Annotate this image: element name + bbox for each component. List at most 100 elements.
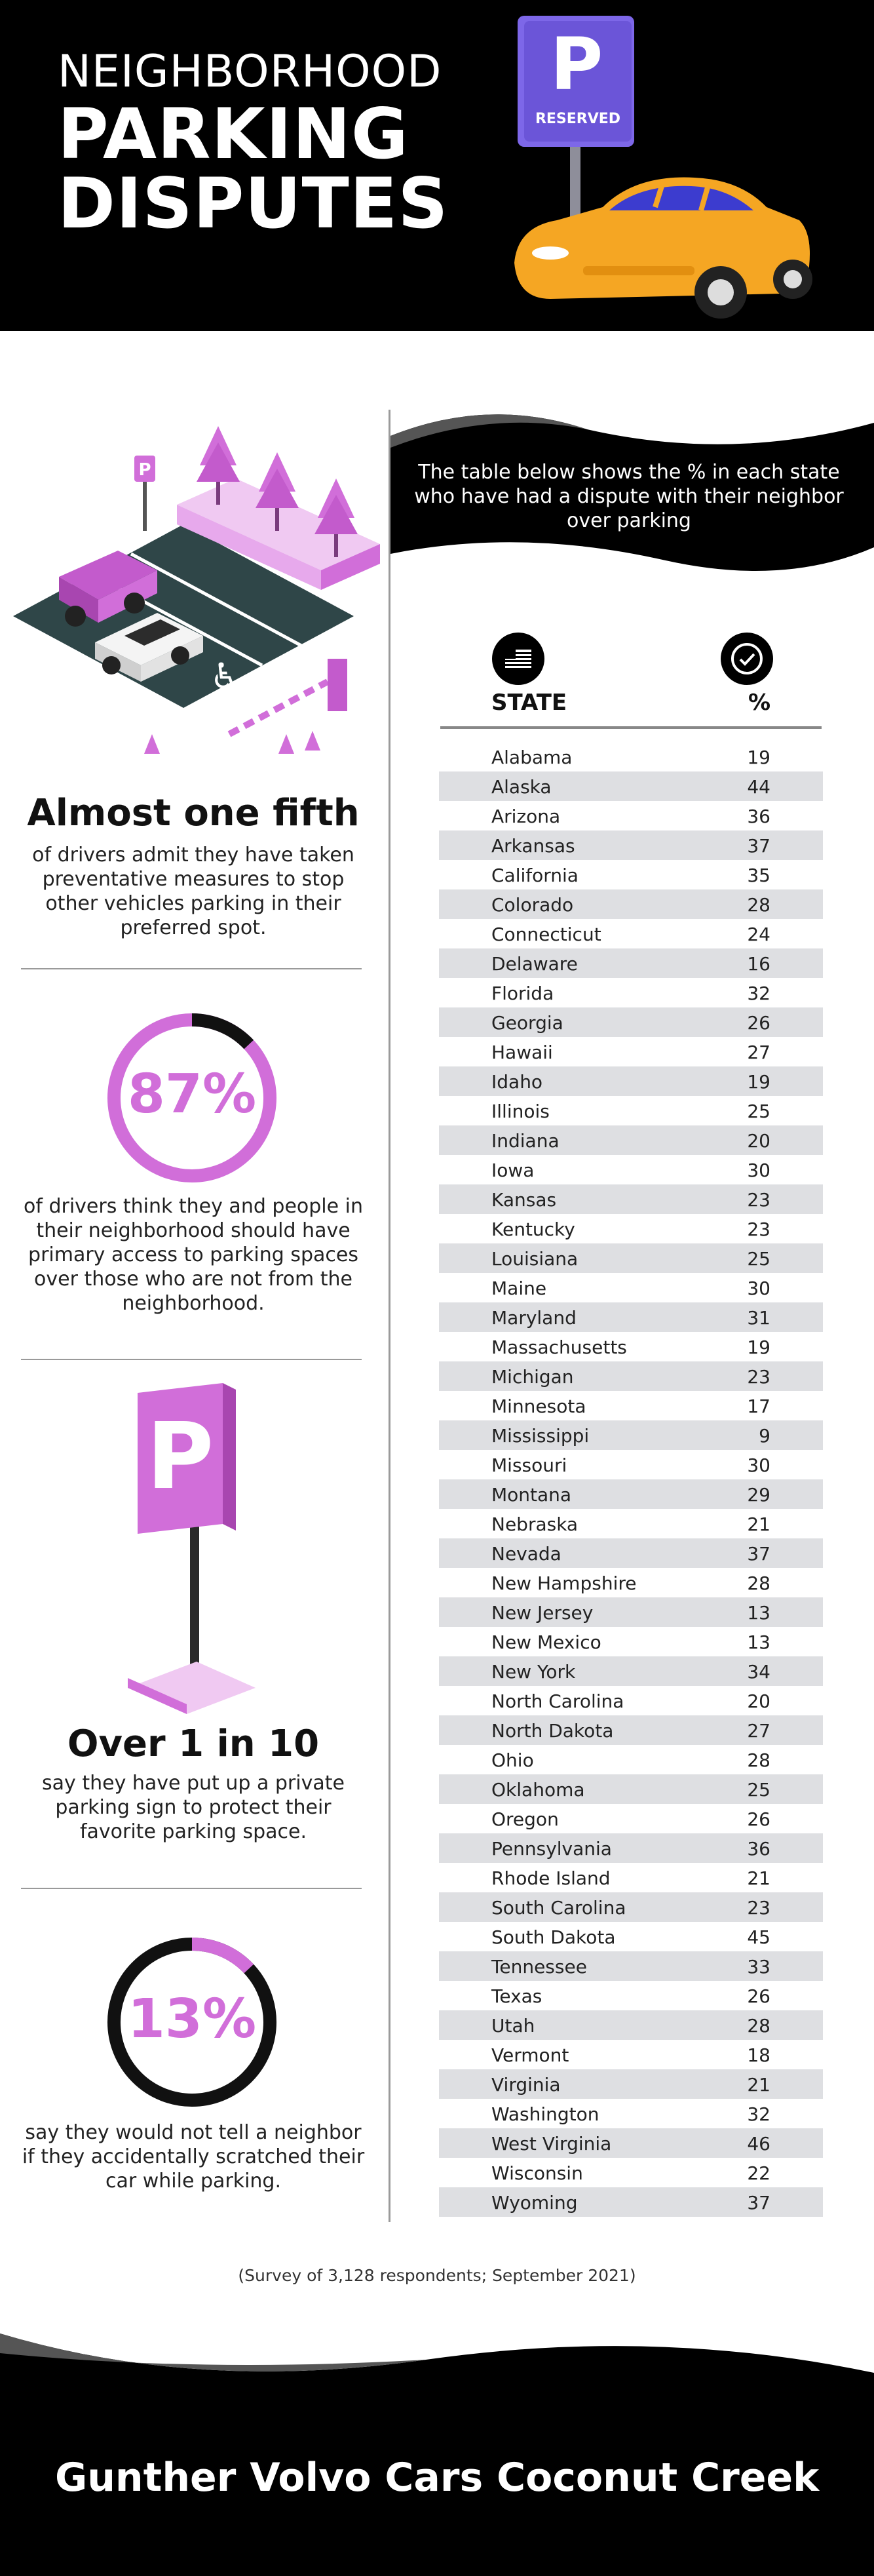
ring-arc xyxy=(107,1938,276,2107)
table-row: Wisconsin 22 xyxy=(439,2158,823,2187)
table-row: Oregon 26 xyxy=(439,1804,823,1833)
state-name: Georgia xyxy=(491,1012,563,1034)
state-name: Virginia xyxy=(491,2074,561,2096)
percent-ring-13 xyxy=(107,1938,276,2107)
state-name: Iowa xyxy=(491,1160,535,1181)
state-name: Oklahoma xyxy=(491,1779,585,1801)
table-row: Maine 30 xyxy=(439,1273,823,1302)
table-row: Delaware 16 xyxy=(439,948,823,978)
state-name: Arizona xyxy=(491,806,561,827)
table-row: Mississippi 9 xyxy=(439,1420,823,1450)
stat-text-one-fifth: of drivers admit they have taken prevent… xyxy=(32,844,354,939)
table-row: Kentucky 23 xyxy=(439,1214,823,1243)
state-percent: 19 xyxy=(747,1071,770,1093)
ring-arc xyxy=(107,1013,276,1182)
state-name: Alabama xyxy=(491,747,573,768)
state-percent: 21 xyxy=(747,2074,770,2096)
table-row: Nebraska 21 xyxy=(439,1509,823,1538)
state-name: North Carolina xyxy=(491,1690,624,1712)
table-row: Ohio 28 xyxy=(439,1745,823,1774)
stat-text-over-1-in-10: say they have put up a private parking s… xyxy=(42,1772,345,1843)
state-percent: 29 xyxy=(747,1484,770,1506)
state-percent: 30 xyxy=(747,1454,770,1476)
state-percent: 28 xyxy=(747,894,770,916)
state-percent: 33 xyxy=(747,1956,770,1978)
state-percent: 28 xyxy=(747,2015,770,2037)
table-row: Pennsylvania 36 xyxy=(439,1833,823,1863)
state-percent: 27 xyxy=(747,1042,770,1063)
column-header-state: STATE xyxy=(491,690,567,716)
table-row: New Mexico 13 xyxy=(439,1627,823,1656)
percent-ring-87 xyxy=(107,1013,276,1182)
state-percent: 13 xyxy=(747,1631,770,1653)
header: NEIGHBORHOOD PARKING DISPUTES P RESERVED xyxy=(0,0,874,331)
state-name: Texas xyxy=(491,1985,542,2007)
state-name: Washington xyxy=(491,2103,599,2125)
accessible-parking-icon: ♿ xyxy=(210,655,241,697)
state-name: Massachusetts xyxy=(491,1337,627,1358)
table-row: Missouri 30 xyxy=(439,1450,823,1479)
table-intro-text: The table below shows the % in each stat… xyxy=(414,461,844,532)
state-name: Montana xyxy=(491,1484,572,1506)
percent-87-label: 87% xyxy=(127,1063,257,1125)
state-name: Illinois xyxy=(491,1101,550,1122)
state-name: New Jersey xyxy=(491,1602,594,1624)
divider xyxy=(21,968,362,969)
state-percent: 27 xyxy=(747,1720,770,1742)
state-percent: 25 xyxy=(747,1248,770,1270)
state-percent: 46 xyxy=(747,2133,770,2155)
cone-icon xyxy=(305,731,320,751)
stat-heading-one-fifth: Almost one fifth xyxy=(27,792,360,834)
state-name: Kentucky xyxy=(491,1219,575,1240)
table-row: Kansas 23 xyxy=(439,1184,823,1214)
car-icon xyxy=(514,177,812,319)
table-row: Washington 32 xyxy=(439,2099,823,2128)
title-line-3: DISPUTES xyxy=(58,163,449,244)
tree-icon xyxy=(314,478,358,557)
table-row: California 35 xyxy=(439,860,823,889)
state-percent: 34 xyxy=(747,1661,770,1683)
state-percent: 26 xyxy=(747,1985,770,2007)
header-underline xyxy=(440,726,822,729)
white-car-icon xyxy=(95,613,203,682)
state-name: Kansas xyxy=(491,1189,557,1211)
state-percent: 19 xyxy=(747,747,770,768)
state-name: Delaware xyxy=(491,953,578,975)
state-name: Minnesota xyxy=(491,1395,586,1417)
state-name: New Mexico xyxy=(491,1631,601,1653)
table-row: West Virginia 46 xyxy=(439,2128,823,2158)
parking-lot-illustration: ♿ P xyxy=(13,426,380,754)
state-name: Rhode Island xyxy=(491,1867,611,1889)
state-percent: 16 xyxy=(747,953,770,975)
table-row: Arkansas 37 xyxy=(439,830,823,860)
state-percent: 21 xyxy=(747,1867,770,1889)
table-row: Tennessee 33 xyxy=(439,1951,823,1981)
state-percent: 19 xyxy=(747,1337,770,1358)
state-percent: 44 xyxy=(747,776,770,798)
barrier-gate-icon xyxy=(227,659,347,737)
pink-jeep-icon xyxy=(59,551,157,627)
table-row: Michigan 23 xyxy=(439,1361,823,1391)
svg-text:P: P xyxy=(147,1403,214,1510)
state-percent: 20 xyxy=(747,1130,770,1152)
table-row: Colorado 28 xyxy=(439,889,823,919)
table-row: Hawaii 27 xyxy=(439,1037,823,1066)
state-percent: 36 xyxy=(747,1838,770,1860)
state-table: Alabama 19 Alaska 44 Arizona 36 Arkansas 37 Cali… xyxy=(439,742,823,2217)
state-percent: 37 xyxy=(747,2192,770,2214)
state-name: Colorado xyxy=(491,894,574,916)
column-header-percent: % xyxy=(748,690,771,716)
table-row: New York 34 xyxy=(439,1656,823,1686)
state-percent: 26 xyxy=(747,1808,770,1830)
state-percent: 24 xyxy=(747,924,770,945)
state-percent: 32 xyxy=(747,983,770,1004)
table-row: Montana 29 xyxy=(439,1479,823,1509)
table-row: New Jersey 13 xyxy=(439,1597,823,1627)
survey-footnote: (Survey of 3,128 respondents; September … xyxy=(238,2266,636,2285)
state-name: Ohio xyxy=(491,1749,534,1771)
table-row: Florida 32 xyxy=(439,978,823,1007)
state-name: North Dakota xyxy=(491,1720,614,1742)
table-row: Massachusetts 19 xyxy=(439,1332,823,1361)
state-percent: 32 xyxy=(747,2103,770,2125)
state-name: Alaska xyxy=(491,776,552,798)
